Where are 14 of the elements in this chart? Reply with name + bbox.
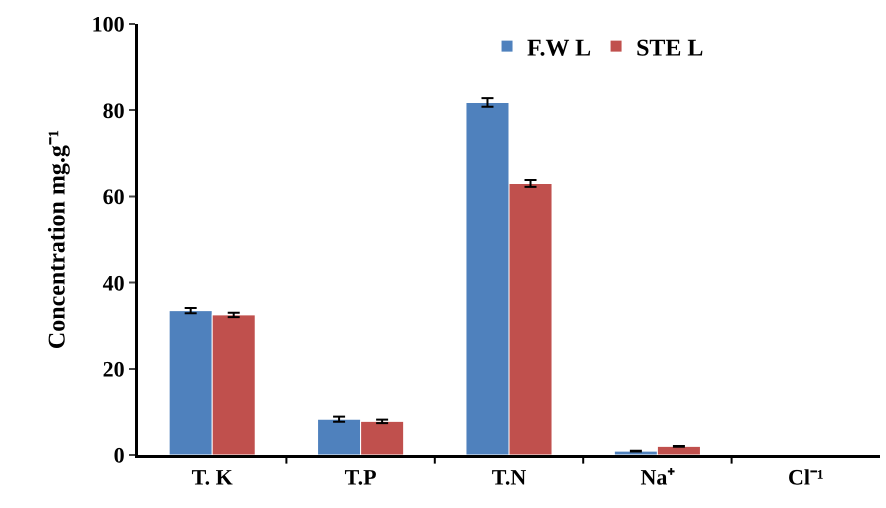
y-tick-label: 80 (102, 98, 125, 123)
x-tick-label: T.P (344, 464, 377, 490)
legend-label: STE L (636, 35, 704, 62)
x-tick-label: T.N (492, 464, 526, 490)
x-tick-label: T. K (192, 464, 233, 490)
y-tick-label: 0 (114, 442, 125, 468)
x-tick-label: Na⁺ (640, 464, 676, 490)
y-tick-label: 20 (102, 356, 125, 382)
y-axis-title: Concentration mg.g⁻¹ (44, 130, 71, 350)
legend-label: F.W L (527, 35, 592, 62)
x-tick-label: Cl⁻¹ (788, 464, 824, 490)
y-tick-label: 60 (102, 184, 125, 210)
y-tick-label: 100 (92, 12, 125, 37)
y-tick-label: 40 (102, 270, 125, 296)
